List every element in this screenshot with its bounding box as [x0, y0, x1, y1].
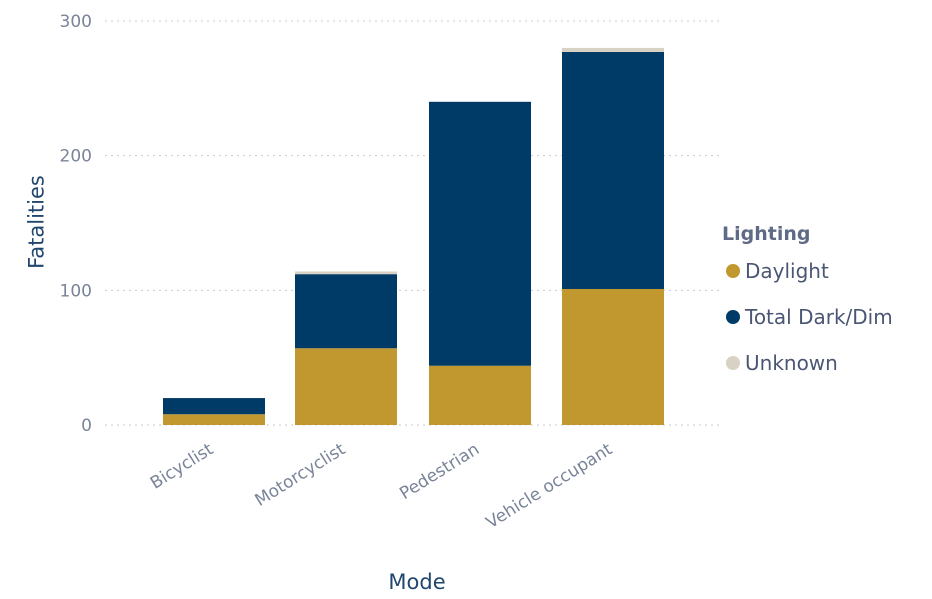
bar-vehicle-occupant-daylight	[562, 288, 664, 425]
y-axis-ticks: 0 100 200 300	[60, 12, 92, 436]
y-tick-label: 300	[60, 12, 92, 32]
x-axis-ticks: Bicyclist Motorcyclist Pedestrian Vehicle o…	[147, 439, 616, 533]
bar-vehicle-occupant-total-dark-dim	[562, 51, 664, 289]
legend-label: Unknown	[745, 351, 838, 375]
x-tick-label: Bicyclist	[147, 439, 217, 493]
legend-items: Daylight Total Dark/Dim Unknown	[726, 259, 893, 375]
legend-swatch-unknown	[726, 356, 740, 370]
legend-label: Daylight	[745, 259, 829, 283]
y-axis-title: Fatalities	[24, 175, 48, 269]
x-axis-title: Mode	[388, 570, 445, 594]
legend-swatch-total-dark-dim	[726, 310, 740, 324]
bar-pedestrian-total-dark-dim	[429, 101, 531, 366]
bar-bicyclist-daylight	[163, 414, 265, 425]
bar-motorcyclist-unknown	[295, 271, 397, 275]
x-tick-label: Vehicle occupant	[483, 439, 617, 533]
bar-bicyclist-total-dark-dim	[163, 398, 265, 415]
bars	[163, 47, 664, 425]
y-tick-label: 200	[60, 147, 92, 167]
bar-motorcyclist-daylight	[295, 348, 397, 425]
bar-pedestrian-daylight	[429, 365, 531, 425]
x-tick-label: Motorcyclist	[251, 439, 349, 510]
legend-swatch-daylight	[726, 264, 740, 278]
y-tick-label: 100	[60, 281, 92, 301]
y-tick-label: 0	[81, 416, 92, 436]
x-tick-label: Pedestrian	[396, 439, 483, 504]
legend-title: Lighting	[722, 223, 810, 245]
bar-motorcyclist-total-dark-dim	[295, 274, 397, 349]
legend: Lighting Daylight Total Dark/Dim Unknown	[722, 223, 893, 375]
legend-label: Total Dark/Dim	[744, 305, 893, 329]
bar-vehicle-occupant-unknown	[562, 47, 664, 52]
